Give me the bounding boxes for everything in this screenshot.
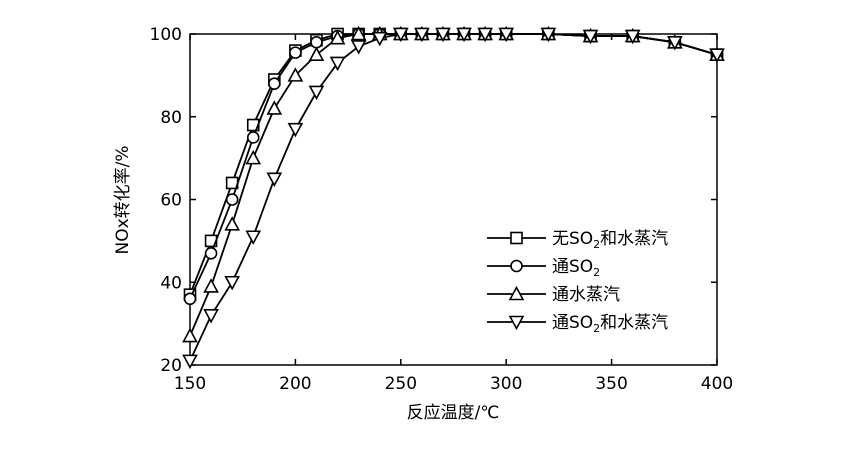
legend-label: 通水蒸汽 (552, 285, 620, 305)
data-point (666, 35, 683, 51)
data-point (268, 77, 281, 90)
data-point (709, 48, 725, 63)
data-point (392, 27, 409, 43)
data-point (245, 149, 262, 165)
data-point (456, 27, 472, 43)
x-axis-title: 反应温度/℃ (407, 403, 500, 423)
legend-item: 通SO2 (487, 257, 600, 279)
data-point (287, 122, 304, 138)
legend-label: 通SO2和水蒸汽 (552, 313, 668, 335)
data-point (350, 40, 367, 55)
data-point (308, 85, 325, 101)
data-point (203, 278, 219, 293)
data-point (183, 292, 197, 306)
data-point (371, 31, 388, 47)
data-point (329, 29, 346, 45)
data-point (246, 131, 260, 144)
x-tick-label: 200 (279, 374, 311, 394)
x-tick-label: 250 (385, 374, 417, 394)
x-tick-label: 350 (595, 374, 627, 394)
legend-item: 通水蒸汽 (487, 285, 620, 305)
data-point (224, 216, 241, 231)
data-point (329, 56, 346, 72)
data-point (498, 27, 515, 43)
y-tick-label: 80 (160, 108, 182, 128)
data-point (266, 172, 283, 187)
axis-ticks: 150 200 250 300 350 400 20 40 60 80 100 (150, 25, 734, 394)
legend-label: 通SO2 (552, 257, 600, 279)
series-3 (182, 25, 725, 343)
x-tick-label: 150 (174, 374, 206, 394)
data-point (540, 27, 557, 43)
data-point (435, 27, 451, 43)
legend-item: 通SO2和水蒸汽 (487, 313, 668, 335)
data-point (477, 27, 493, 43)
data-point (624, 29, 641, 45)
data-point (225, 193, 239, 206)
data-point (204, 246, 218, 260)
y-tick-label: 100 (150, 25, 182, 45)
series-1 (183, 27, 724, 301)
data-point (245, 230, 262, 245)
y-tick-label: 40 (160, 273, 182, 293)
data-point (582, 29, 599, 45)
data-point (310, 35, 323, 49)
data-point (350, 25, 367, 41)
legend-marker (508, 315, 525, 331)
data-point (182, 327, 198, 343)
data-point (203, 309, 219, 324)
x-tick-label: 300 (490, 374, 522, 394)
data-point (224, 275, 241, 291)
y-axis-title: NOx转化率/% (113, 145, 133, 254)
legend-item: 无SO2和水蒸汽 (487, 229, 668, 251)
series-line (189, 33, 718, 296)
legend-label: 无SO2和水蒸汽 (552, 229, 668, 251)
series-layer (182, 25, 725, 370)
x-tick-label: 400 (701, 374, 733, 394)
legend-marker (510, 231, 523, 245)
y-tick-label: 60 (160, 191, 182, 211)
data-point (266, 100, 283, 115)
data-point (287, 67, 304, 82)
data-point (289, 46, 302, 59)
data-point (414, 27, 430, 43)
legend-marker (510, 259, 523, 273)
y-tick-label: 20 (160, 356, 182, 376)
data-point (308, 46, 325, 61)
series-4 (182, 27, 725, 370)
data-point (182, 354, 198, 370)
legend-marker (508, 285, 525, 301)
series-2 (183, 27, 724, 306)
